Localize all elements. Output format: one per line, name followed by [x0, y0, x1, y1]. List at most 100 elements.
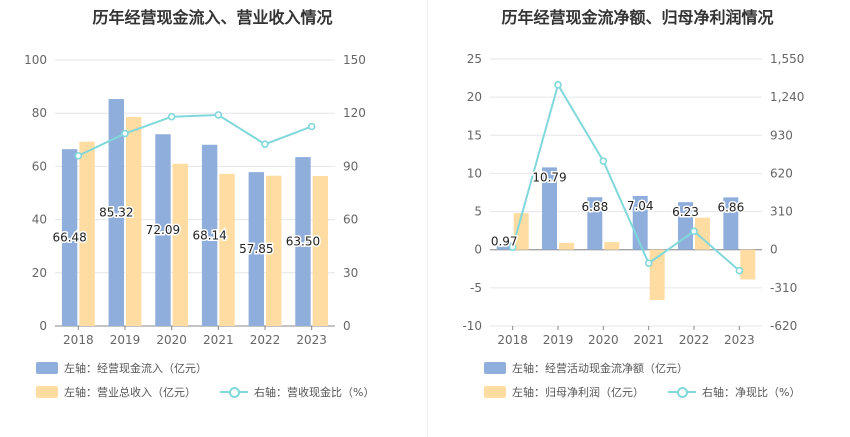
legend-swatch-bar-blue — [484, 362, 506, 374]
bar-primary — [542, 167, 557, 250]
y-tick-label-left: 20 — [32, 266, 47, 280]
x-tick-label: 2022 — [250, 333, 281, 347]
legend-label: 右轴：净现比（%） — [702, 386, 801, 399]
y-tick-label-left: 0 — [39, 319, 47, 333]
ratio-point — [554, 81, 562, 89]
ratio-point — [508, 243, 517, 252]
ratio-line — [77, 113, 313, 157]
ratio-point — [214, 111, 223, 119]
ratio-point — [261, 140, 269, 149]
bar-data-label: 7.04 — [627, 199, 654, 213]
bar-data-label: 6.23 — [672, 205, 699, 219]
y-tick-label-right: 30 — [343, 266, 358, 280]
panel-divider — [427, 0, 428, 437]
legend-swatch-line — [668, 386, 696, 398]
bar-primary — [61, 149, 78, 326]
y-tick-label-left: -10 — [462, 319, 482, 333]
bar-primary — [496, 242, 512, 250]
y-tick-label-right: 620 — [770, 166, 793, 180]
y-tick-label-left: 20 — [467, 90, 482, 104]
bar-data-label: 10.79 — [532, 170, 566, 184]
y-tick-label-left: 100 — [24, 53, 47, 67]
y-tick-label-right: 150 — [343, 53, 366, 67]
legend-label: 左轴：营业总收入（亿元） — [64, 386, 196, 399]
ratio-point — [307, 122, 316, 131]
bar-primary — [723, 197, 739, 250]
bar-secondary — [219, 173, 235, 326]
ratio-point — [644, 259, 653, 268]
y-tick-label-left: 5 — [474, 205, 482, 219]
bar-data-label: 57.85 — [239, 242, 273, 256]
x-tick-label: 2023 — [296, 333, 327, 347]
legend-item-right-net-profit[interactable]: 左轴：归母净利润（亿元） — [484, 384, 644, 400]
y-tick-label-left: 40 — [32, 213, 47, 227]
x-tick-label: 2021 — [203, 333, 234, 347]
x-tick-label: 2018 — [63, 333, 94, 347]
x-tick-label: 2022 — [679, 333, 710, 347]
y-tick-label-right: 0 — [343, 319, 351, 333]
legend-label: 右轴：营收现金比（%） — [254, 386, 375, 399]
y-tick-label-right: 120 — [343, 106, 366, 120]
bar-data-label: 85.32 — [99, 206, 133, 220]
x-tick-label: 2021 — [633, 333, 664, 347]
bar-data-label: 72.09 — [146, 223, 180, 237]
y-tick-label-right: 930 — [770, 128, 793, 142]
bar-secondary — [312, 175, 329, 326]
bar-secondary — [604, 242, 620, 250]
bar-secondary — [559, 242, 574, 250]
bar-data-label: 66.48 — [52, 231, 86, 245]
bar-secondary — [126, 116, 142, 326]
bar-secondary — [172, 163, 189, 326]
y-tick-label-right: 1,240 — [770, 90, 804, 104]
bar-secondary — [740, 249, 756, 280]
chart-title-left: 历年经营现金流入、营业收入情况 — [92, 8, 333, 27]
y-tick-label-right: 0 — [770, 243, 778, 257]
legend-item-left-revenue[interactable]: 左轴：营业总收入（亿元） — [36, 384, 196, 400]
y-tick-label-right: -620 — [770, 319, 797, 333]
y-tick-label-left: 10 — [467, 166, 482, 180]
y-tick-label-right: 1,550 — [770, 52, 804, 66]
bar-secondary — [649, 249, 665, 301]
y-tick-label-left: 0 — [474, 243, 482, 257]
bar-primary — [678, 202, 693, 250]
bar-data-label: 6.86 — [717, 200, 744, 214]
y-tick-label-left: 60 — [32, 159, 47, 173]
x-tick-label: 2018 — [497, 333, 528, 347]
legend-item-left-ratio[interactable]: 右轴：营收现金比（%） — [220, 384, 374, 400]
legend-item-right-net-cash[interactable]: 左轴：经营活动现金流净额（亿元） — [484, 360, 688, 376]
legend-item-right-ratio[interactable]: 右轴：净现比（%） — [668, 384, 800, 400]
chart-title-right: 历年经营现金流净额、归母净利润情况 — [501, 8, 774, 27]
ratio-point — [735, 266, 744, 275]
bar-secondary — [266, 175, 282, 326]
ratio-line — [511, 82, 740, 272]
legend-label: 左轴：经营现金流入（亿元） — [64, 362, 207, 375]
legend-item-left-cash-inflow[interactable]: 左轴：经营现金流入（亿元） — [36, 360, 207, 376]
bar-primary — [295, 157, 311, 326]
bar-data-label: 6.88 — [581, 200, 608, 214]
y-tick-label-left: 25 — [467, 52, 482, 66]
x-tick-label: 2023 — [724, 333, 755, 347]
x-tick-label: 2019 — [110, 333, 141, 347]
legend-swatch-bar-blue — [36, 362, 58, 374]
legend-label: 左轴：归母净利润（亿元） — [512, 386, 644, 399]
legend-swatch-bar-orange — [36, 386, 58, 398]
bar-primary — [155, 134, 171, 326]
y-tick-label-left: 15 — [467, 128, 482, 142]
y-tick-label-right: 310 — [770, 205, 793, 219]
bar-primary — [248, 172, 264, 326]
y-tick-label-right: 60 — [343, 213, 358, 227]
legend-label: 左轴：经营活动现金流净额（亿元） — [512, 362, 688, 375]
y-tick-label-left: -5 — [470, 281, 482, 295]
x-tick-label: 2019 — [543, 333, 574, 347]
y-tick-label-right: 90 — [343, 159, 358, 173]
bar-data-label: 68.14 — [192, 228, 226, 242]
legend-swatch-bar-orange — [484, 386, 506, 398]
ratio-point — [121, 129, 129, 138]
y-tick-label-right: -310 — [770, 281, 797, 295]
x-tick-label: 2020 — [156, 333, 187, 347]
bar-secondary — [79, 141, 95, 326]
bar-secondary — [513, 213, 529, 250]
bar-primary — [108, 99, 124, 326]
ratio-point — [167, 112, 176, 121]
